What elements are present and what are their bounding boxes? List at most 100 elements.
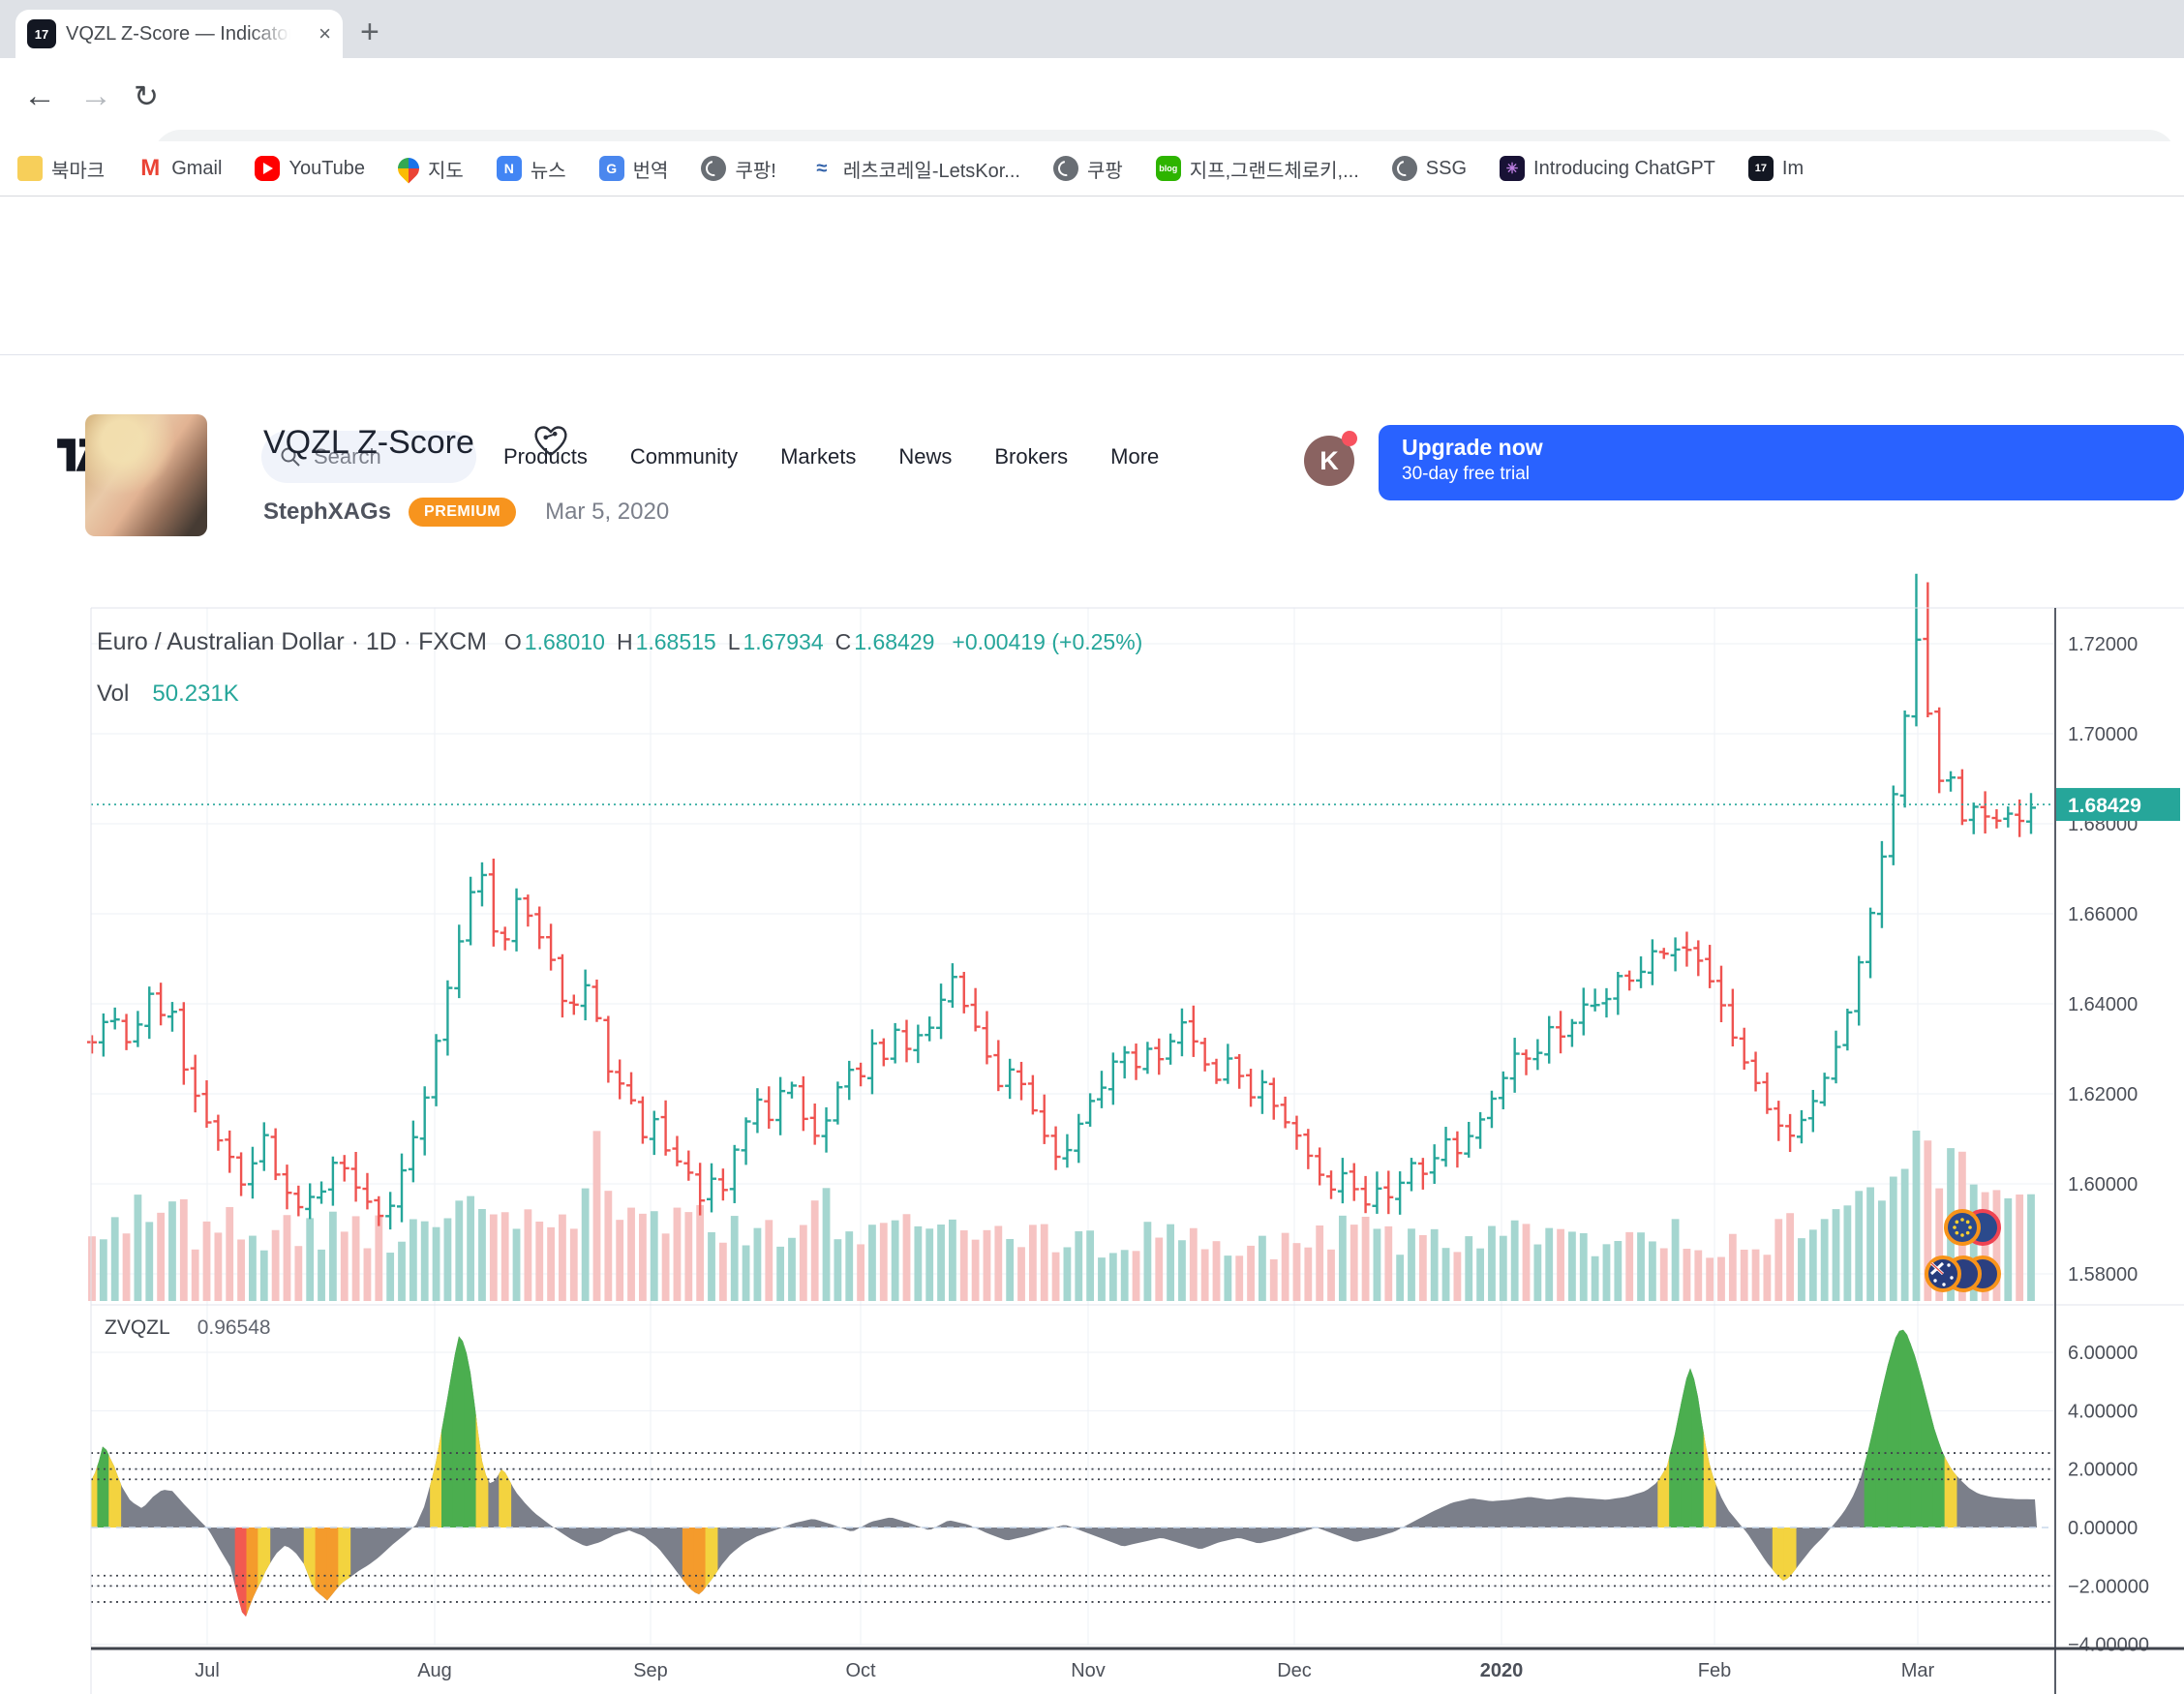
bookmark-label: 북마크 (51, 160, 106, 182)
globe-icon (1052, 156, 1078, 181)
indicator-legend: ZVQZL 0.96548 (105, 1316, 271, 1340)
ohlc-key: C (834, 629, 852, 654)
upgrade-button[interactable]: Upgrade now 30-day free trial (1379, 425, 2184, 500)
nav-products[interactable]: Products (503, 444, 588, 469)
tradingview-favicon-icon: 17 (27, 19, 56, 48)
bookmark-label: 번역 (632, 160, 669, 182)
indicator-name[interactable]: ZVQZL (105, 1316, 170, 1339)
bookmark-label: SSG (1425, 157, 1468, 179)
tab-close-icon[interactable]: × (318, 21, 331, 45)
nav-community[interactable]: Community (629, 444, 739, 469)
svg-text:−4.00000: −4.00000 (2068, 1635, 2149, 1656)
bookmark-label: Gmail (171, 157, 223, 179)
change-value: +0.00419 (+0.25%) (952, 629, 1143, 654)
browser-tab[interactable]: 17 VQZL Z-Score — Indicator by St × (15, 10, 343, 58)
svg-text:1.64000: 1.64000 (2068, 994, 2138, 1015)
bookmark-item-12[interactable]: 17 Im (1747, 156, 1805, 181)
svg-text:1.62000: 1.62000 (2068, 1084, 2138, 1105)
bookmark-item-8[interactable]: 쿠팡 (1052, 155, 1123, 183)
boost-heart-icon[interactable] (531, 420, 571, 459)
bookmark-item-5[interactable]: G 번역 (598, 155, 669, 183)
nav-markets[interactable]: Markets (780, 444, 857, 469)
svg-text:Jul: Jul (195, 1660, 220, 1681)
bookmark-item-0[interactable]: 북마크 (17, 155, 105, 183)
bookmark-label: Introducing ChatGPT (1533, 157, 1715, 179)
toolbar-divider (0, 196, 2184, 197)
forward-button[interactable]: → (79, 77, 112, 114)
blog-icon: blog (1155, 156, 1181, 181)
news-icon: N (496, 156, 522, 181)
search-input[interactable]: Search (261, 431, 476, 483)
rail-icon: ≈ (816, 157, 828, 179)
bookmark-label: 뉴스 (530, 160, 566, 182)
svg-text:1.68429: 1.68429 (2068, 795, 2141, 817)
bookmark-item-6[interactable]: 쿠팡! (701, 155, 776, 183)
tradingview-icon: 17 (1747, 156, 1774, 181)
nav-brokers[interactable]: Brokers (994, 444, 1069, 469)
chart-legend: Euro / Australian Dollar · 1D · FXCM O 1.… (97, 628, 1142, 656)
bookmark-item-11[interactable]: ✳ Introducing ChatGPT (1500, 156, 1715, 181)
ohlc-key: O (503, 629, 522, 654)
svg-text:Aug: Aug (417, 1660, 452, 1681)
reload-button[interactable]: ↻ (134, 79, 159, 113)
script-title: VQZL Z-Score (263, 424, 474, 461)
svg-text:1.70000: 1.70000 (2068, 724, 2138, 745)
site-header: Search Products Community Markets News Broke… (0, 197, 2184, 500)
search-icon (281, 447, 300, 467)
bookmark-item-10[interactable]: SSG (1391, 156, 1468, 181)
svg-text:1.60000: 1.60000 (2068, 1174, 2138, 1195)
new-tab-button[interactable]: + (360, 14, 379, 50)
publish-date: Mar 5, 2020 (545, 499, 670, 525)
nav-news[interactable]: News (898, 444, 953, 469)
svg-text:0.00000: 0.00000 (2068, 1518, 2138, 1539)
browser-tab-strip: 17 VQZL Z-Score — Indicator by St × + (0, 0, 2184, 58)
bookmark-item-7[interactable]: ≈ 레츠코레일-LetsKor... (809, 155, 1020, 183)
ohlc-value: 1.67934 (743, 629, 824, 654)
bookmark-item-1[interactable]: M Gmail (137, 155, 223, 181)
upgrade-subtitle: 30-day free trial (1402, 464, 1531, 484)
svg-text:4.00000: 4.00000 (2068, 1401, 2138, 1422)
chatgpt-icon: ✳ (1500, 156, 1526, 181)
svg-text:2.00000: 2.00000 (2068, 1460, 2138, 1481)
upgrade-title: Upgrade now (1402, 435, 1543, 460)
ohlc-values: O 1.68010 H 1.68515 L 1.67934 C 1.68429 (504, 629, 935, 655)
vol-value: 50.231K (152, 681, 239, 707)
ohlc-value: 1.68010 (524, 629, 605, 654)
author-avatar[interactable] (85, 414, 207, 536)
back-button[interactable]: ← (23, 77, 56, 114)
svg-text:Oct: Oct (845, 1660, 876, 1681)
svg-text:−2.00000: −2.00000 (2068, 1576, 2149, 1597)
bookmark-label: 쿠팡! (735, 160, 776, 182)
svg-text:Sep: Sep (633, 1660, 668, 1681)
svg-text:1.58000: 1.58000 (2068, 1264, 2138, 1286)
premium-badge: PREMIUM (409, 498, 517, 527)
bookmark-label: 쿠팡 (1086, 160, 1123, 182)
ohlc-value: 1.68429 (854, 629, 935, 654)
main-nav: Products Community Markets News Brokers More (503, 440, 1159, 473)
symbol-title[interactable]: Euro / Australian Dollar · 1D · FXCM (97, 628, 487, 655)
bookmark-label: 지도 (428, 160, 464, 182)
bookmark-item-4[interactable]: N 뉴스 (496, 155, 566, 183)
bookmark-item-2[interactable]: YouTube (255, 156, 365, 181)
ohlc-key: H (616, 629, 633, 654)
ohlc-value: 1.68515 (635, 629, 716, 654)
bookmark-item-3[interactable]: 지도 (393, 153, 464, 184)
bookmark-label: 레츠코레일-LetsKor... (842, 160, 1020, 182)
bookmark-label: Im (1781, 157, 1805, 179)
svg-text:1.72000: 1.72000 (2068, 634, 2138, 655)
vol-label: Vol (97, 681, 130, 707)
bookmarks-bar: 북마크 M Gmail YouTube 지도 N 뉴스 G 번역 쿠팡! ≈ 레츠코레일-LetsKo… (0, 141, 2184, 196)
bookmark-label: YouTube (288, 157, 366, 179)
bookmark-label: 지프,그랜드체로키,... (1189, 160, 1359, 182)
tab-title: VQZL Z-Score — Indicator by St (66, 22, 290, 45)
youtube-icon (255, 156, 281, 181)
ohlc-key: L (727, 629, 741, 654)
folder-icon (17, 156, 43, 181)
bookmark-item-9[interactable]: blog 지프,그랜드체로키,... (1155, 155, 1359, 183)
svg-text:Nov: Nov (1071, 1660, 1106, 1681)
svg-text:Mar: Mar (1901, 1660, 1935, 1681)
script-meta-row: StephXAGs PREMIUM Mar 5, 2020 (263, 498, 669, 527)
nav-more[interactable]: More (1110, 444, 1160, 469)
author-name[interactable]: StephXAGs (263, 499, 392, 525)
